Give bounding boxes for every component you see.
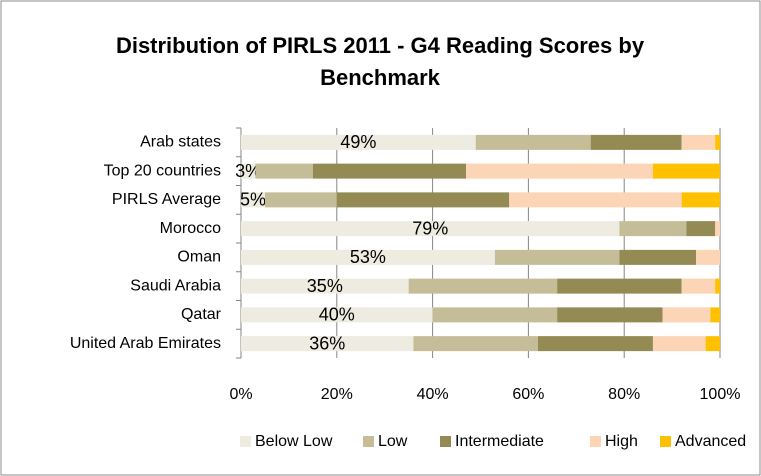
- legend-label: High: [605, 433, 638, 450]
- y-tick-label: PIRLS Average: [112, 191, 221, 208]
- bar-segment: [241, 192, 265, 208]
- bar-segment: [681, 134, 716, 150]
- bar-segment: [681, 192, 720, 208]
- data-label: 3%: [235, 161, 261, 181]
- bar-segment: [312, 163, 467, 179]
- bar-segment: [408, 278, 558, 294]
- bar-segment: [241, 336, 414, 352]
- y-tick-label: Arab states: [140, 134, 221, 151]
- legend-swatch: [240, 436, 251, 447]
- bar-segment: [590, 134, 682, 150]
- data-label: 36%: [309, 333, 345, 353]
- bar-segment: [619, 249, 697, 265]
- bar-segment: [652, 163, 720, 179]
- bar-segment: [241, 249, 495, 265]
- bar-segment: [619, 221, 687, 237]
- bar-segment: [696, 249, 720, 265]
- legend-swatch: [660, 436, 671, 447]
- bar-segment: [705, 336, 720, 352]
- legend-label: Advanced: [675, 433, 746, 450]
- bar-segment: [475, 134, 591, 150]
- data-label: 5%: [240, 190, 266, 210]
- legend-label: Below Low: [255, 433, 333, 450]
- bar-segment: [715, 221, 720, 237]
- bar-segment: [241, 278, 409, 294]
- data-label: 53%: [350, 247, 386, 267]
- legend-label: Intermediate: [455, 433, 544, 450]
- x-tick-label: 100%: [700, 386, 741, 403]
- bar-segment: [494, 249, 620, 265]
- bar-segment: [557, 278, 682, 294]
- bar-segment: [241, 307, 433, 323]
- bar-segment: [413, 336, 538, 352]
- bar-segment: [710, 307, 720, 323]
- bar-segment: [432, 307, 558, 323]
- y-tick-label: Top 20 countries: [104, 162, 221, 179]
- data-label: 49%: [340, 132, 376, 152]
- x-tick-label: 0%: [229, 386, 252, 403]
- x-tick-label: 60%: [512, 386, 544, 403]
- bar-segment: [255, 163, 313, 179]
- bar-segment: [241, 134, 476, 150]
- legend-label: Low: [378, 433, 408, 450]
- bar-segment: [466, 163, 653, 179]
- legend-swatch: [440, 436, 451, 447]
- y-tick-label: United Arab Emirates: [70, 335, 221, 352]
- y-tick-label: Saudi Arabia: [130, 277, 221, 294]
- bar-segment: [715, 278, 720, 294]
- bar-segment: [336, 192, 510, 208]
- bar-segment: [241, 163, 256, 179]
- y-tick-label: Morocco: [160, 220, 221, 237]
- bar-segment: [557, 307, 663, 323]
- bar-segment: [681, 278, 716, 294]
- data-label: 35%: [307, 276, 343, 296]
- bar-segment: [537, 336, 653, 352]
- bar-segment: [652, 336, 706, 352]
- bar-segment: [264, 192, 337, 208]
- x-tick-label: 20%: [321, 386, 353, 403]
- y-tick-label: Oman: [177, 249, 221, 266]
- bar-segment: [241, 221, 620, 237]
- bar-segment: [686, 221, 716, 237]
- y-tick-label: Qatar: [181, 306, 222, 323]
- bar-segment: [662, 307, 711, 323]
- x-tick-label: 80%: [608, 386, 640, 403]
- x-tick-label: 40%: [417, 386, 449, 403]
- chart-title: Distribution of PIRLS 2011 - G4 Reading …: [115, 33, 645, 90]
- legend-swatch: [590, 436, 601, 447]
- data-label: 40%: [319, 305, 355, 325]
- legend-swatch: [363, 436, 374, 447]
- bar-segment: [509, 192, 682, 208]
- bar-segment: [715, 134, 720, 150]
- data-label: 79%: [412, 218, 448, 238]
